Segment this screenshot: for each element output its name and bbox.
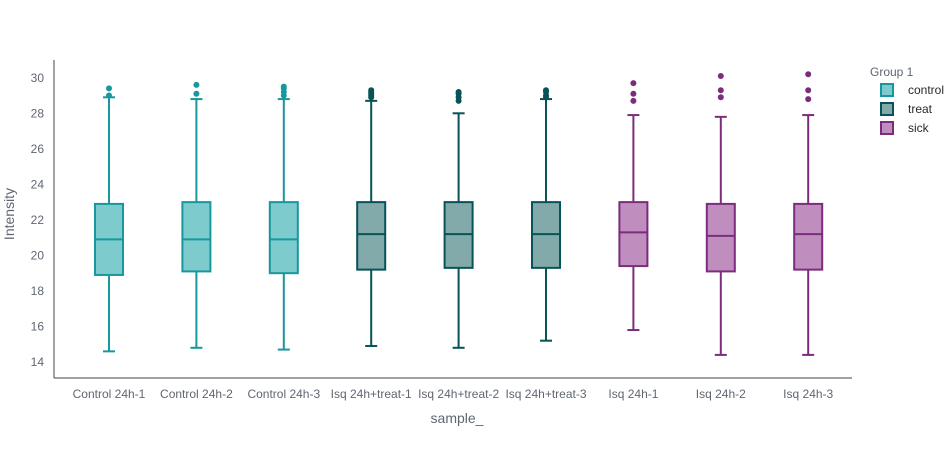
legend-title: Group 1 xyxy=(870,65,914,79)
outlier-point xyxy=(805,96,812,103)
legend-label: treat xyxy=(908,102,933,116)
box-control xyxy=(181,81,212,349)
legend-label: sick xyxy=(908,121,930,135)
box-treat xyxy=(443,88,474,349)
outlier-point xyxy=(717,72,724,79)
legend-label: control xyxy=(908,83,944,97)
y-tick-label: 26 xyxy=(31,142,45,156)
outlier-point xyxy=(368,87,375,94)
outlier-point xyxy=(717,94,724,101)
outlier-point xyxy=(193,90,200,97)
outlier-point xyxy=(455,88,462,95)
legend-item-control: control xyxy=(880,83,944,97)
x-tick-label: Control 24h-3 xyxy=(247,387,320,401)
box-control xyxy=(94,85,124,353)
box-iqr xyxy=(268,201,299,275)
box-iqr xyxy=(356,201,387,271)
y-tick-label: 18 xyxy=(31,284,45,298)
outlier-point xyxy=(805,71,812,78)
series-sick xyxy=(618,71,824,356)
y-tick-label: 16 xyxy=(31,319,45,333)
outlier-point xyxy=(630,80,637,87)
outlier-point xyxy=(106,85,112,92)
legend: Group 1 control treat sick xyxy=(870,65,944,135)
y-tick-label: 30 xyxy=(31,71,45,85)
box-treat xyxy=(356,87,387,348)
series-control xyxy=(94,81,299,353)
outlier-point xyxy=(630,90,637,97)
box-iqr xyxy=(618,201,649,268)
box-iqr xyxy=(181,201,212,273)
outlier-point xyxy=(106,92,112,99)
box-series xyxy=(94,71,824,356)
y-tick-labels: 14 16 18 20 22 24 26 28 30 xyxy=(31,71,45,369)
box-sick xyxy=(618,80,649,332)
x-tick-label: Isq 24h-3 xyxy=(783,387,833,401)
y-tick-label: 14 xyxy=(31,355,45,369)
x-tick-label: Isq 24h-1 xyxy=(608,387,658,401)
x-tick-label: Isq 24h+treat-2 xyxy=(418,387,499,401)
outlier-point xyxy=(717,87,724,94)
box-treat xyxy=(531,87,561,342)
outlier-point xyxy=(630,97,637,104)
y-tick-label: 20 xyxy=(31,248,45,262)
box-sick xyxy=(793,71,824,356)
x-tick-label: Control 24h-2 xyxy=(160,387,233,401)
series-treat xyxy=(356,87,561,349)
axes xyxy=(53,60,852,379)
y-tick-label: 24 xyxy=(31,177,45,191)
x-tick-label: Control 24h-1 xyxy=(73,387,146,401)
box-control xyxy=(268,83,299,351)
x-axis-title: sample_ xyxy=(431,410,484,426)
legend-item-sick: sick xyxy=(880,121,930,135)
legend-swatch xyxy=(880,121,894,135)
box-sick xyxy=(705,72,736,356)
legend-swatch xyxy=(880,83,894,97)
x-tick-label: Isq 24h-2 xyxy=(696,387,746,401)
outlier-point xyxy=(543,87,549,94)
outlier-point xyxy=(805,87,812,94)
outlier-point xyxy=(193,81,200,88)
y-tick-label: 28 xyxy=(31,106,45,120)
box-iqr xyxy=(793,202,824,271)
legend-item-treat: treat xyxy=(880,102,933,116)
y-tick-label: 22 xyxy=(31,213,45,227)
y-axis-title: Intensity xyxy=(1,188,17,240)
box-iqr xyxy=(705,202,736,273)
x-tick-label: Isq 24h+treat-1 xyxy=(331,387,412,401)
legend-swatch xyxy=(880,102,894,116)
x-tick-labels: Control 24h-1 Control 24h-2 Control 24h-3 I… xyxy=(73,387,834,401)
x-tick-label: Isq 24h+treat-3 xyxy=(505,387,586,401)
outlier-point xyxy=(280,83,287,90)
